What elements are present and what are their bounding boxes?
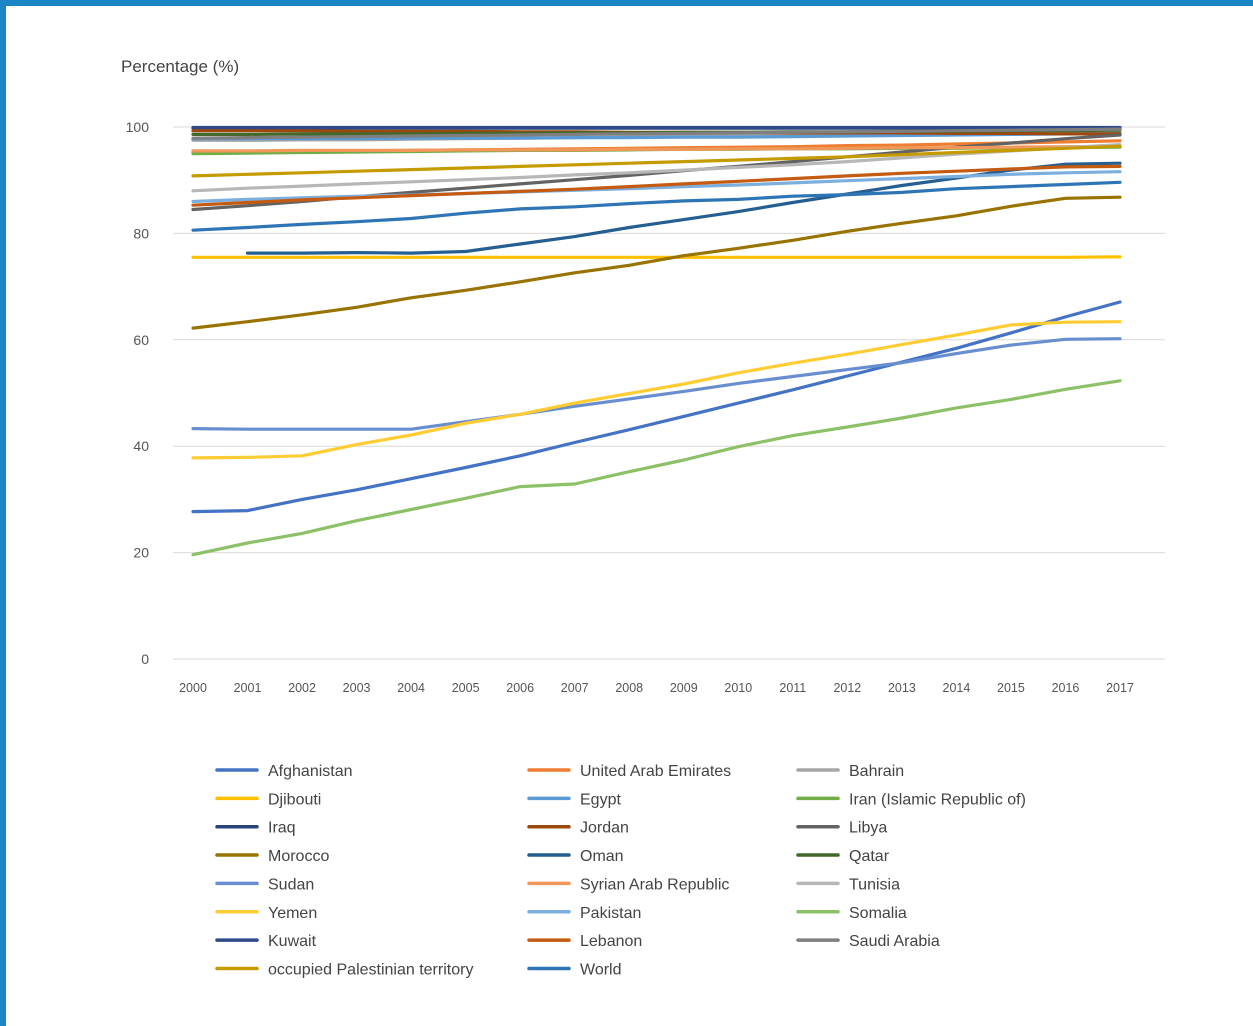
series-line bbox=[191, 170, 1122, 204]
x-tick-label: 2006 bbox=[506, 681, 534, 695]
series-line bbox=[191, 164, 1122, 207]
series-line bbox=[191, 379, 1122, 557]
series-line bbox=[191, 195, 1122, 330]
x-tick-label: 2002 bbox=[288, 681, 316, 695]
x-tick-label: 2003 bbox=[343, 681, 371, 695]
x-tick-label: 2007 bbox=[561, 681, 589, 695]
series-line bbox=[191, 144, 1122, 178]
legend-label: Lebanon bbox=[580, 933, 642, 950]
legend-label: occupied Palestinian territory bbox=[268, 961, 473, 978]
legend-label: United Arab Emirates bbox=[580, 763, 731, 780]
series-line bbox=[191, 255, 1122, 259]
x-tick-label: 2013 bbox=[888, 681, 916, 695]
series-line bbox=[191, 144, 1122, 153]
y-tick-label: 40 bbox=[133, 438, 149, 454]
legend-label: World bbox=[580, 961, 622, 978]
legend-label: Syrian Arab Republic bbox=[580, 876, 729, 893]
x-tick-label: 2015 bbox=[997, 681, 1025, 695]
legend-label: Oman bbox=[580, 848, 624, 865]
y-tick-label: 100 bbox=[126, 119, 150, 135]
legend-label: Tunisia bbox=[849, 876, 900, 893]
legend-label: Pakistan bbox=[580, 905, 641, 922]
legend-label: Egypt bbox=[580, 791, 621, 808]
legend-label: Yemen bbox=[268, 905, 317, 922]
y-tick-labels: 0 20 40 60 80 100 bbox=[126, 119, 150, 667]
series-line bbox=[191, 127, 1122, 140]
legend-label: Iraq bbox=[268, 820, 296, 837]
x-tick-label: 2010 bbox=[724, 681, 752, 695]
legend-label: Saudi Arabia bbox=[849, 933, 940, 950]
legend-label: Bahrain bbox=[849, 763, 904, 780]
x-tick-label: 2014 bbox=[943, 681, 971, 695]
x-tick-label: 2008 bbox=[615, 681, 643, 695]
x-tick-label: 2012 bbox=[833, 681, 861, 695]
x-tick-label: 2005 bbox=[452, 681, 480, 695]
legend-label: Iran (Islamic Republic of) bbox=[849, 791, 1026, 808]
legend-label: Djibouti bbox=[268, 791, 321, 808]
series-line bbox=[191, 337, 1122, 431]
y-tick-label: 60 bbox=[133, 332, 149, 348]
x-tick-label: 2016 bbox=[1052, 681, 1080, 695]
legend-label: Morocco bbox=[268, 848, 329, 865]
x-tick-label: 2009 bbox=[670, 681, 698, 695]
series-line bbox=[191, 180, 1122, 232]
y-tick-label: 20 bbox=[133, 545, 149, 561]
legend-label: Jordan bbox=[580, 820, 629, 837]
legend-label: Libya bbox=[849, 820, 887, 837]
x-tick-label: 2001 bbox=[234, 681, 262, 695]
legend-label: Afghanistan bbox=[268, 763, 353, 780]
series-lines bbox=[191, 125, 1122, 557]
legend: Afghanistan United Arab Emirates Bahrain Dj… bbox=[215, 763, 1026, 978]
legend-label: Somalia bbox=[849, 905, 907, 922]
legend-label: Qatar bbox=[849, 848, 890, 865]
series-line bbox=[191, 320, 1122, 460]
legend-label: Kuwait bbox=[268, 933, 317, 950]
y-tick-label: 0 bbox=[141, 651, 149, 667]
legend-label: Sudan bbox=[268, 876, 314, 893]
x-tick-labels: 2000 2001 2002 2003 2004 2005 2006 2007 2008 2009… bbox=[179, 681, 1134, 695]
y-tick-label: 80 bbox=[133, 225, 149, 241]
x-tick-label: 2017 bbox=[1106, 681, 1134, 695]
x-tick-label: 2011 bbox=[779, 681, 806, 695]
x-tick-label: 2000 bbox=[179, 681, 207, 695]
y-axis-label: Percentage (%) bbox=[121, 57, 239, 76]
series-line bbox=[191, 300, 1122, 514]
x-tick-label: 2004 bbox=[397, 681, 425, 695]
